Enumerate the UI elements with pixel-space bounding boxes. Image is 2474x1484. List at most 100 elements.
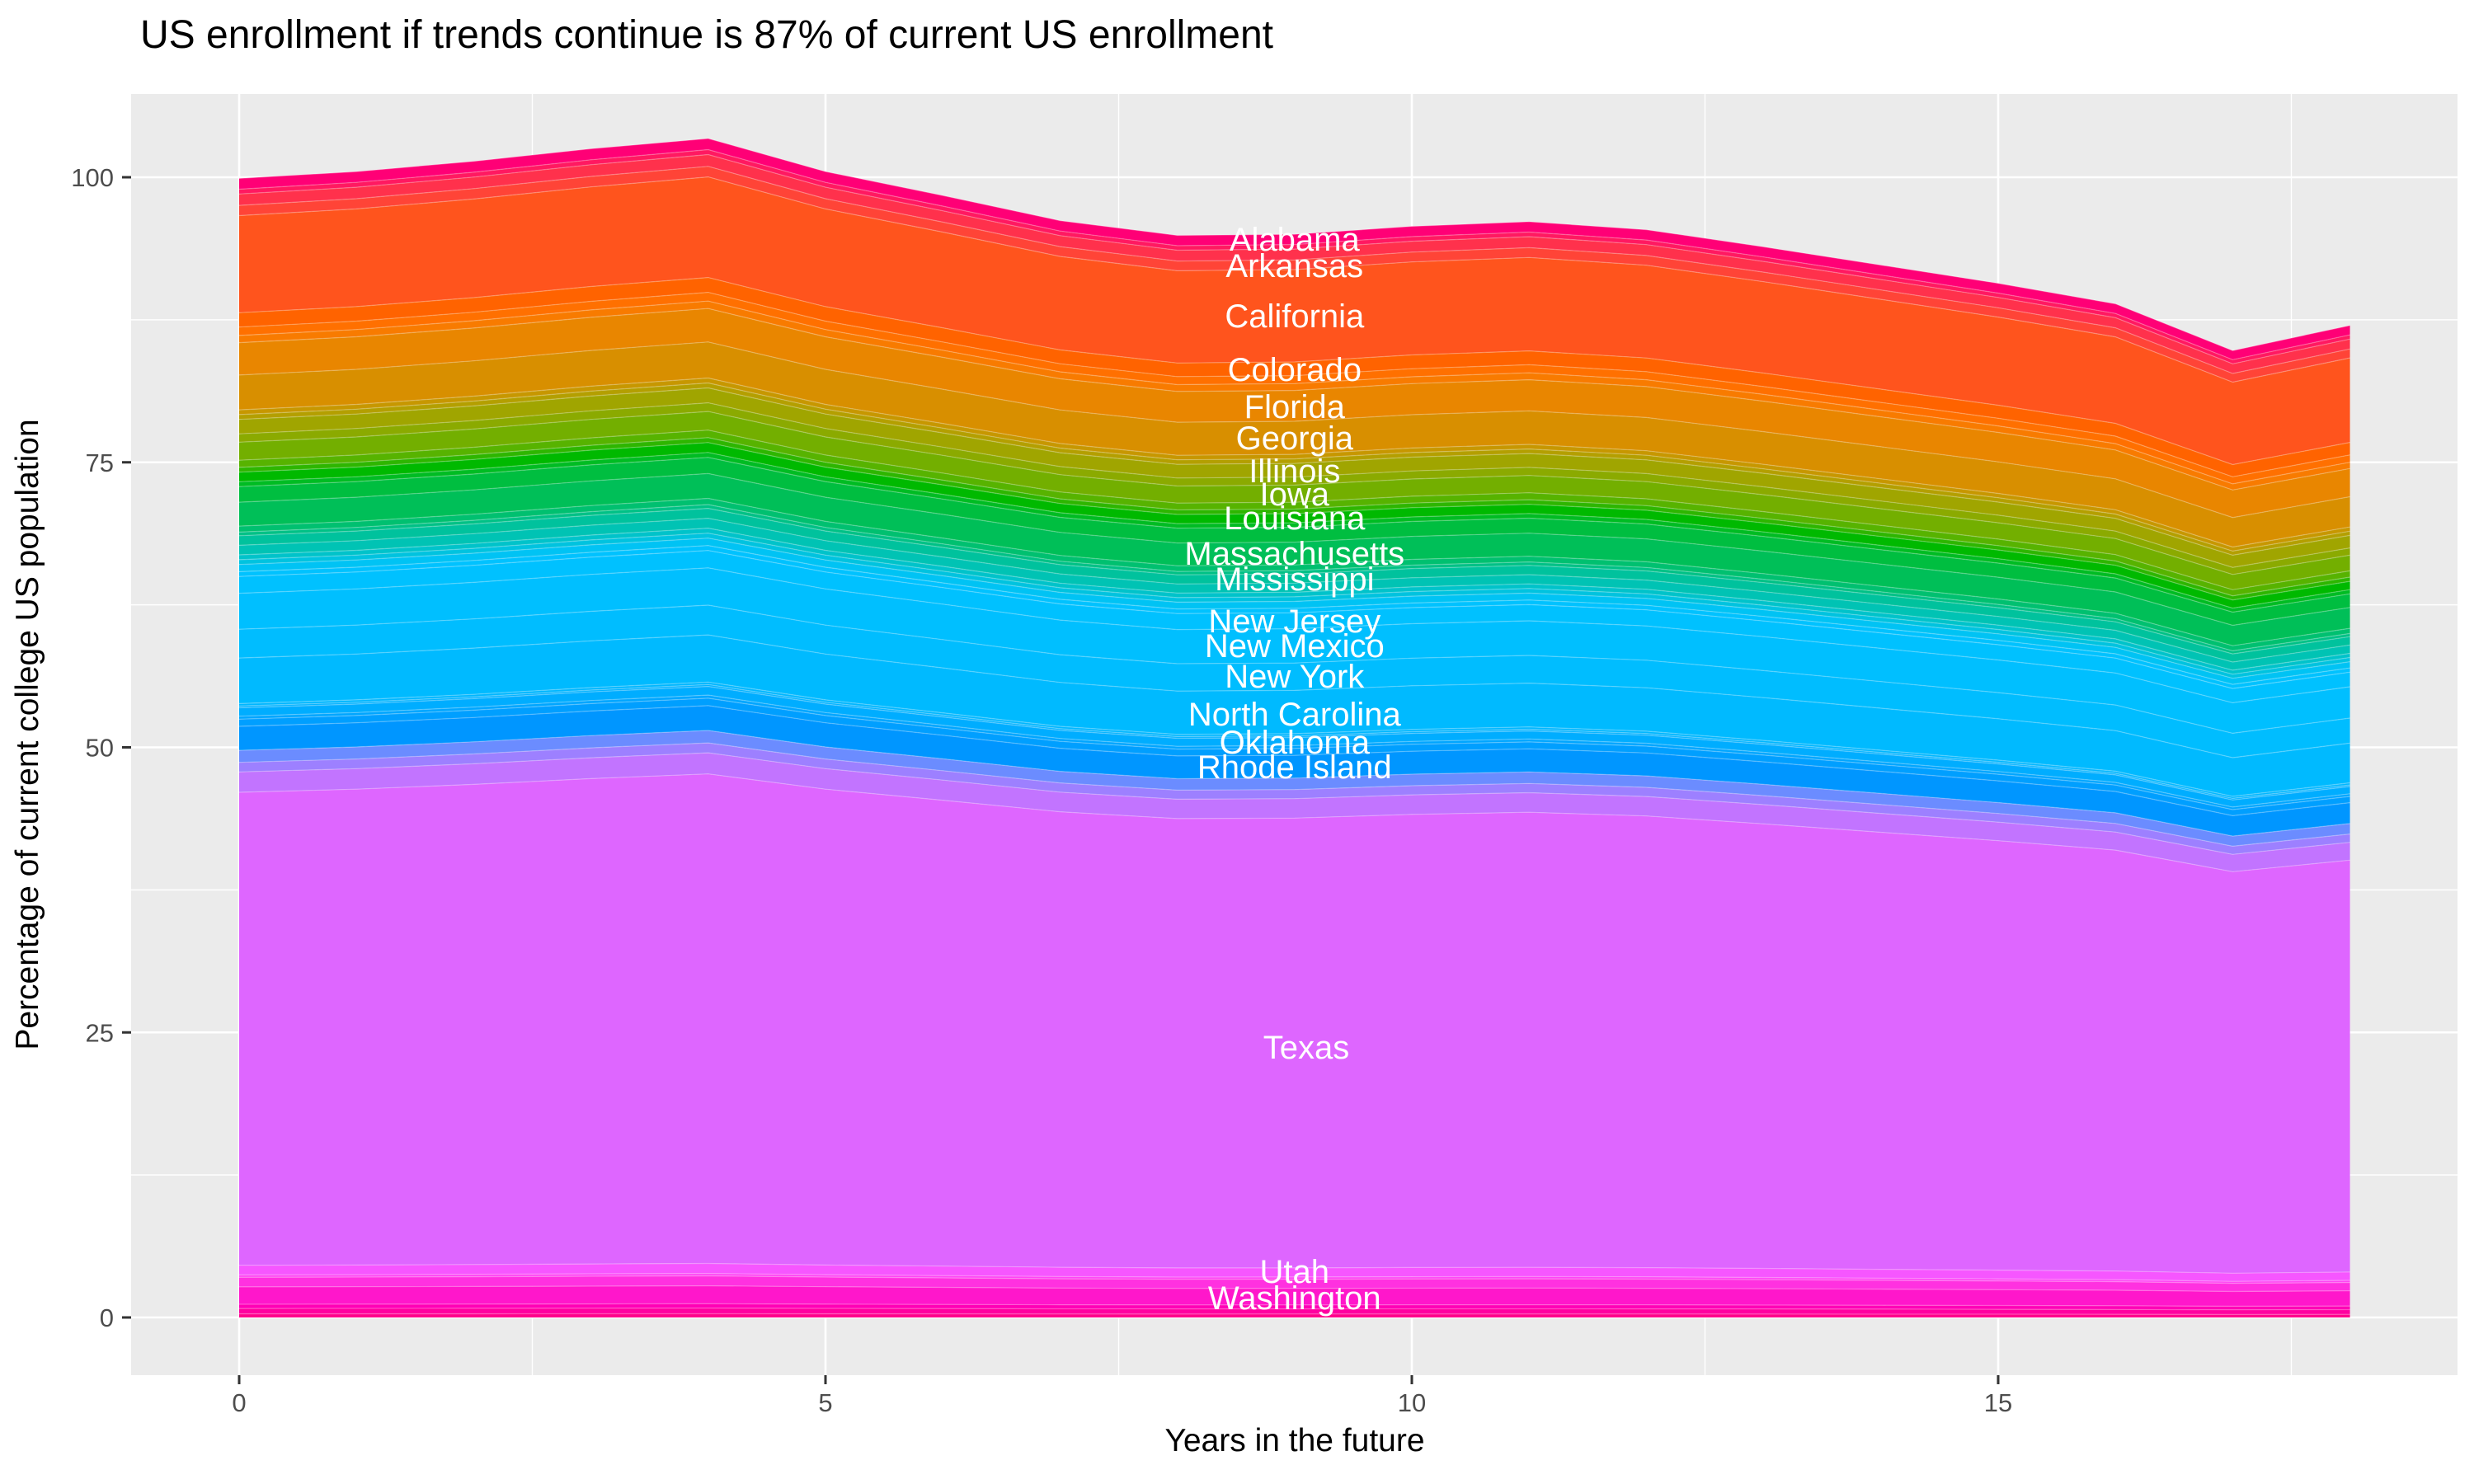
axis-tick-marks — [122, 176, 2000, 1384]
band-separator-line — [238, 634, 2350, 758]
y-tick-label: 50 — [86, 734, 114, 763]
band-separator-line — [238, 377, 2350, 548]
band-separator-line — [238, 752, 2350, 855]
band-separator-line — [238, 545, 2350, 685]
state-label-massachusetts: Massachusetts — [1184, 536, 1404, 572]
area-band-massachusetts — [239, 473, 2350, 646]
band-separator-line — [238, 742, 2350, 848]
band-separator-line — [238, 382, 2350, 552]
x-tick-label: 10 — [1398, 1388, 1426, 1417]
state-label-new-mexico: New Mexico — [1205, 628, 1385, 665]
area-band-washington — [239, 1285, 2350, 1307]
area-band-rhode-island — [239, 705, 2350, 837]
area-band-texas — [239, 773, 2350, 1274]
band-separator-line — [238, 533, 2350, 675]
state-label-rhode-island: Rhode Island — [1197, 749, 1392, 786]
area-band-virginia — [239, 1275, 2350, 1292]
band-separator-line — [238, 507, 2350, 655]
band-separator-line — [238, 472, 2350, 627]
state-label-colorado: Colorado — [1228, 352, 1362, 388]
state-label-new-york: New York — [1225, 659, 1365, 695]
area-band-wyoming — [239, 1313, 2350, 1317]
state-label-arkansas: Arkansas — [1225, 248, 1363, 284]
band-separator-line — [238, 1262, 2350, 1274]
band-separator-line — [238, 276, 2350, 466]
band-separator-line — [238, 1303, 2350, 1308]
band-separator-line — [238, 604, 2350, 735]
stacked-area-bands — [238, 138, 2350, 1317]
band-separator-line — [238, 567, 2350, 704]
band-separator-line — [238, 527, 2350, 671]
state-label-washington: Washington — [1208, 1280, 1381, 1317]
area-band-new-jersey — [239, 550, 2350, 703]
band-separator-line — [238, 442, 2350, 601]
state-label-new-jersey: New Jersey — [1208, 603, 1380, 640]
x-tick-label: 5 — [818, 1388, 832, 1417]
area-band-south-carolina — [239, 730, 2350, 847]
state-label-alabama: Alabama — [1230, 222, 1361, 258]
band-separator-line — [238, 457, 2350, 613]
x-axis-title: Years in the future — [1164, 1423, 1424, 1458]
state-label-mississippi: Mississippi — [1215, 561, 1374, 598]
state-label-louisiana: Louisiana — [1224, 500, 1366, 537]
chart-title: US enrollment if trends continue is 87% … — [140, 13, 1273, 57]
area-band-iowa — [239, 411, 2350, 590]
band-separator-line — [238, 550, 2350, 689]
band-separator-line — [238, 411, 2350, 575]
band-separator-line — [238, 1272, 2350, 1282]
band-separator-line — [238, 504, 2350, 652]
band-separator-line — [238, 517, 2350, 663]
y-axis-title: Percentage of current college US populat… — [10, 419, 45, 1050]
band-separator-line — [238, 685, 2350, 801]
band-separator-line — [238, 166, 2350, 374]
band-separator-line — [238, 300, 2350, 485]
y-tick-label: 75 — [86, 448, 114, 477]
band-separator-line — [238, 308, 2350, 491]
y-tick-label: 100 — [71, 163, 114, 192]
state-label-iowa: Iowa — [1260, 477, 1330, 513]
state-label-oklahoma: Oklahoma — [1220, 725, 1371, 761]
band-separator-line — [238, 497, 2350, 646]
axis-tick-labels: 0 5 10 15 100 75 50 25 0 — [71, 163, 2012, 1417]
band-separator-line — [238, 437, 2350, 597]
band-separator-line — [238, 538, 2350, 679]
band-separator-line — [238, 341, 2350, 519]
x-tick-label: 15 — [1984, 1388, 2012, 1417]
y-tick-label: 0 — [100, 1303, 114, 1332]
state-label-utah: Utah — [1260, 1254, 1330, 1290]
area-band-vermont — [239, 1273, 2350, 1284]
band-separator-line — [238, 730, 2350, 837]
area-band-florida — [239, 308, 2350, 518]
band-separator-line — [238, 1284, 2350, 1293]
band-separator-line — [238, 1275, 2350, 1284]
area-band-new-york — [239, 605, 2350, 758]
band-separator-line — [238, 176, 2350, 383]
y-tick-label: 25 — [86, 1018, 114, 1047]
band-separator-line — [238, 138, 2350, 351]
area-band-tennessee — [239, 753, 2350, 872]
band-separator-line — [239, 1313, 2350, 1315]
band-separator-line — [238, 153, 2350, 364]
band-separator-line — [238, 683, 2350, 800]
band-separator-line — [238, 681, 2350, 797]
band-separator-line — [238, 291, 2350, 477]
band-separator-line — [238, 430, 2350, 590]
band-separator-line — [238, 773, 2350, 872]
state-label-florida: Florida — [1244, 389, 1346, 425]
area-band-california — [239, 176, 2350, 465]
band-separator-line — [238, 1308, 2350, 1311]
area-band-maryland — [239, 457, 2350, 626]
area-band-georgia — [239, 341, 2350, 547]
state-label-georgia: Georgia — [1236, 420, 1354, 457]
band-separator-line — [238, 452, 2350, 609]
band-separator-line — [238, 148, 2350, 360]
area-band-west-virginia — [239, 1303, 2350, 1310]
band-separator-line — [238, 387, 2350, 556]
band-separator-line — [238, 697, 2350, 810]
state-label-texas: Texas — [1263, 1030, 1350, 1066]
band-separator-line — [238, 705, 2350, 817]
band-separator-line — [238, 402, 2350, 568]
area-band-wisconsin — [239, 1308, 2350, 1315]
